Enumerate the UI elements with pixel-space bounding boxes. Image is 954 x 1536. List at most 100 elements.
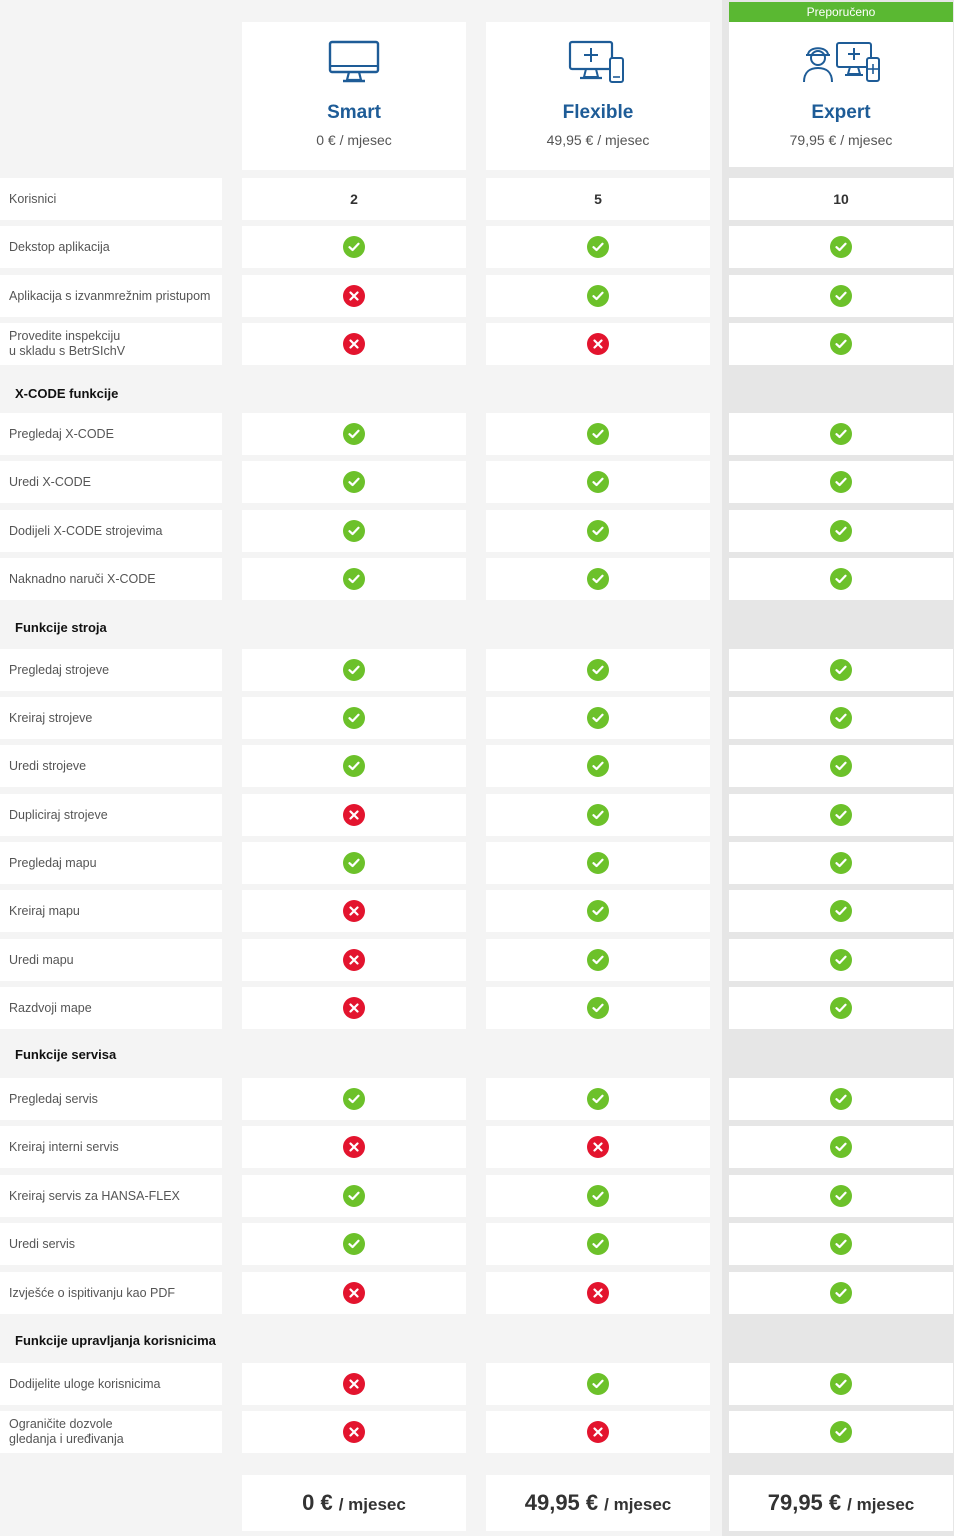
cross-icon — [587, 1136, 609, 1158]
cross-icon — [587, 1282, 609, 1304]
feature-cell — [729, 510, 953, 552]
plan-card-smart[interactable]: Smart 0 € / mjesec — [242, 22, 466, 170]
footer-price-expert[interactable]: 79,95 € / mjesec — [729, 1475, 953, 1531]
check-icon — [830, 804, 852, 826]
feature-label: Provedite inspekciju u skladu s BetrSIch… — [0, 323, 222, 365]
cross-icon — [343, 333, 365, 355]
check-icon — [587, 1088, 609, 1110]
feature-cell — [729, 649, 953, 691]
feature-cell — [486, 461, 710, 503]
plan-name: Smart — [327, 102, 381, 123]
plan-name: Expert — [811, 102, 871, 123]
user-count: 2 — [242, 178, 466, 220]
feature-label: Naknadno naruči X-CODE — [0, 558, 222, 600]
feature-cell — [242, 275, 466, 317]
feature-cell — [729, 890, 953, 932]
cross-icon — [343, 285, 365, 307]
feature-cell — [486, 1126, 710, 1168]
check-icon — [830, 1185, 852, 1207]
feature-cell — [242, 842, 466, 884]
feature-label: Uredi mapu — [0, 939, 222, 981]
user-count: 5 — [486, 178, 710, 220]
feature-cell — [729, 1272, 953, 1314]
feature-cell — [729, 413, 953, 455]
feature-cell — [242, 697, 466, 739]
check-icon — [343, 520, 365, 542]
feature-cell — [242, 1175, 466, 1217]
section-title: Funkcije upravljanja korisnicima — [15, 1333, 216, 1348]
feature-cell — [486, 510, 710, 552]
feature-label: Dodijeli X-CODE strojevima — [0, 510, 222, 552]
feature-cell — [242, 794, 466, 836]
feature-cell — [486, 697, 710, 739]
section-title: Funkcije stroja — [15, 620, 107, 635]
feature-cell — [242, 1411, 466, 1453]
cross-icon — [343, 900, 365, 922]
check-icon — [830, 1421, 852, 1443]
feature-cell — [486, 649, 710, 691]
check-icon — [830, 852, 852, 874]
feature-cell — [242, 939, 466, 981]
check-icon — [343, 659, 365, 681]
footer-price-flexible[interactable]: 49,95 € / mjesec — [486, 1475, 710, 1531]
feature-cell — [486, 987, 710, 1029]
cross-icon — [343, 949, 365, 971]
feature-label: Aplikacija s izvanmrežnim pristupom — [0, 275, 222, 317]
check-icon — [343, 236, 365, 258]
check-icon — [830, 471, 852, 493]
feature-label: Kreiraj interni servis — [0, 1126, 222, 1168]
feature-cell — [729, 558, 953, 600]
feature-label: Korisnici — [0, 178, 222, 220]
check-icon — [587, 1185, 609, 1207]
check-icon — [830, 1088, 852, 1110]
feature-label: Pregledaj X-CODE — [0, 413, 222, 455]
footer-amount: 79,95 € — [767, 1490, 842, 1515]
feature-cell — [729, 987, 953, 1029]
feature-cell — [729, 697, 953, 739]
feature-label: Uredi strojeve — [0, 745, 222, 787]
plan-card-flexible[interactable]: Flexible 49,95 € / mjesec — [486, 22, 710, 170]
feature-cell — [729, 1223, 953, 1265]
check-icon — [343, 1088, 365, 1110]
user-count: 10 — [729, 178, 953, 220]
check-icon — [587, 949, 609, 971]
check-icon — [343, 852, 365, 874]
feature-cell — [486, 939, 710, 981]
check-icon — [587, 997, 609, 1019]
feature-cell — [486, 1078, 710, 1120]
check-icon — [587, 423, 609, 445]
feature-cell — [486, 745, 710, 787]
section-title: X-CODE funkcije — [15, 386, 119, 401]
feature-cell — [729, 323, 953, 365]
check-icon — [587, 707, 609, 729]
cross-icon — [343, 1421, 365, 1443]
feature-cell — [729, 1078, 953, 1120]
footer-price-smart[interactable]: 0 € / mjesec — [242, 1475, 466, 1531]
feature-label: Dodijelite uloge korisnicima — [0, 1363, 222, 1405]
feature-cell — [729, 1126, 953, 1168]
plan-price: 0 € / mjesec — [316, 132, 392, 148]
feature-cell — [242, 745, 466, 787]
feature-cell — [242, 510, 466, 552]
check-icon — [587, 852, 609, 874]
check-icon — [587, 236, 609, 258]
feature-cell — [486, 842, 710, 884]
feature-cell — [486, 323, 710, 365]
section-title: Funkcije servisa — [15, 1047, 117, 1062]
check-icon — [830, 949, 852, 971]
check-icon — [587, 1373, 609, 1395]
check-icon — [343, 755, 365, 777]
footer-amount: 0 € — [302, 1490, 333, 1515]
check-icon — [830, 568, 852, 590]
feature-cell — [242, 1126, 466, 1168]
check-icon — [343, 568, 365, 590]
plan-name: Flexible — [562, 102, 634, 123]
feature-cell — [729, 842, 953, 884]
check-icon — [830, 1373, 852, 1395]
feature-cell — [486, 413, 710, 455]
feature-cell — [486, 1223, 710, 1265]
check-icon — [830, 707, 852, 729]
recommended-badge: Preporučeno — [729, 2, 953, 22]
plan-card-expert[interactable]: Expert 79,95 € / mjesec — [729, 22, 953, 167]
feature-cell — [486, 890, 710, 932]
